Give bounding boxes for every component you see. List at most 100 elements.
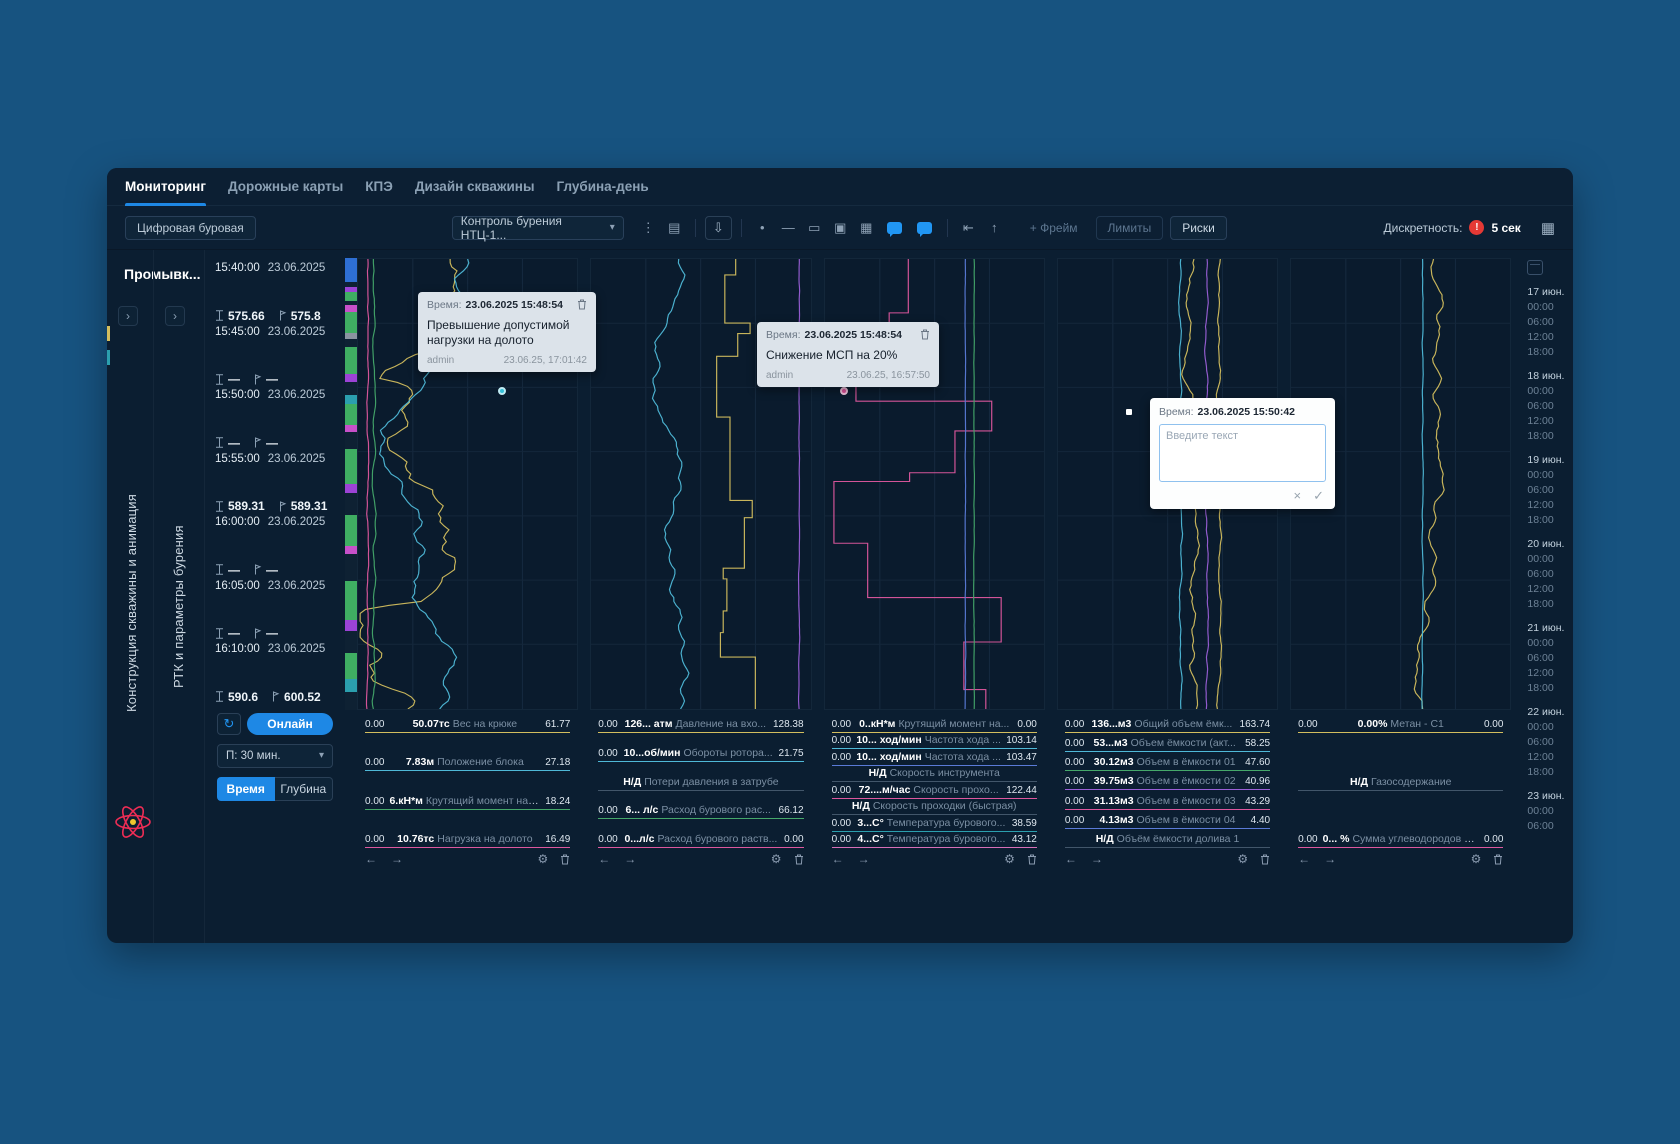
legend-row[interactable]: 0.00 10...об/мин Обороты ротора... 21.75	[598, 747, 804, 762]
scroll-right-icon[interactable]: →	[1090, 852, 1103, 866]
legend-row[interactable]: 0.00 0..кН*м Крутящий момент на... 0.00	[831, 718, 1037, 733]
add-frame-button[interactable]: + Фрейм	[1029, 220, 1078, 235]
save-icon[interactable]: ▤	[668, 219, 681, 235]
annotation-marker-pink[interactable]	[840, 387, 848, 395]
cancel-icon[interactable]: ×	[1293, 488, 1302, 503]
legend-row[interactable]: 0.00 0.00% Метан - С1 0.00	[1298, 718, 1504, 733]
comment-add-icon[interactable]	[916, 221, 932, 237]
point-tool-icon[interactable]: •	[760, 220, 765, 235]
chart-track-5[interactable]: 0.00 0.00% Метан - С1 0.00 Н/Д Газосодержание…	[1290, 258, 1512, 943]
chart-track-4[interactable]: 0.00 136...м3 Общий объем ёмк... 163.74 0.00…	[1056, 258, 1279, 943]
expand-construction-panel-button[interactable]: ›	[118, 306, 138, 326]
confirm-icon[interactable]: ✓	[1313, 488, 1324, 503]
track-delete-icon[interactable]	[794, 854, 804, 865]
delete-annotation-icon[interactable]	[577, 299, 587, 313]
calendar-icon[interactable]	[1527, 260, 1544, 275]
legend-row[interactable]: 0.00 10... ход/мин Частота хода ... 103.14	[831, 734, 1037, 750]
legend-row[interactable]: 0.00 4...С° Температура бурового... 43.12	[831, 833, 1037, 848]
scroll-left-icon[interactable]: ←	[1298, 852, 1311, 866]
line-tool-icon[interactable]: ―	[781, 220, 795, 235]
strip-segment	[345, 403, 357, 426]
legend-row[interactable]: 0.00 6.кН*м Крутящий момент на р... 18.24	[365, 795, 571, 810]
legend-row[interactable]: 0.00 4.13м3 Объем в ёмкости 04 4.40	[1064, 814, 1271, 829]
scroll-right-icon[interactable]: →	[624, 852, 637, 866]
arrow-up-icon[interactable]: ↑	[991, 220, 998, 235]
track-delete-icon[interactable]	[560, 854, 570, 865]
legend-row[interactable]: 0.00 3...С° Температура бурового... 38.59	[831, 816, 1037, 832]
annotation-text-input[interactable]	[1159, 424, 1326, 482]
legend-row[interactable]: Н/Д Объём ёмкости долива 1	[1064, 833, 1271, 848]
expand-rtk-panel-button[interactable]: ›	[165, 306, 185, 326]
legend-row[interactable]: 0.00 53...м3 Объем ёмкости (акт... 58.25	[1064, 737, 1271, 753]
row-date: 23.06.2025	[267, 516, 326, 528]
mode-time-button[interactable]: Время	[217, 776, 275, 801]
param-label: Общий объем ёмк...	[1134, 718, 1233, 730]
nav-tab-3[interactable]: КПЭ	[365, 179, 393, 194]
legend-row[interactable]: 0.00 10... ход/мин Частота хода ... 103.47	[831, 750, 1037, 766]
nav-tab-1[interactable]: Мониторинг	[125, 168, 206, 206]
legend-row[interactable]: Н/Д Скорость инструмента	[831, 767, 1037, 783]
nav-tab-5[interactable]: Глубина-день	[556, 179, 649, 194]
track-settings-icon[interactable]: ⚙	[1004, 852, 1015, 866]
legend-row[interactable]: 0.00 72....м/час Скорость прохо... 122.44	[831, 784, 1037, 799]
refresh-icon[interactable]: ↻	[217, 712, 241, 735]
period-select[interactable]: П: 30 мин. ▾	[217, 743, 333, 768]
rect-tool-icon[interactable]: ▭	[808, 219, 821, 235]
legend-row[interactable]: 0.00 7.83м Положение блока 27.18	[365, 756, 571, 772]
track-delete-icon[interactable]	[1260, 854, 1270, 865]
param-label: Температура бурового...	[886, 816, 1006, 829]
track-settings-icon[interactable]: ⚙	[537, 852, 549, 866]
param-value: 126... атм	[624, 718, 673, 730]
legend-row[interactable]: 0.00 126... атм Давление на вхо... 128.38	[598, 718, 804, 733]
risks-button[interactable]: Риски	[1170, 215, 1227, 240]
nav-tab-2[interactable]: Дорожные карты	[227, 179, 344, 194]
nav-tab-4[interactable]: Дизайн скважины	[414, 179, 535, 194]
legend-row[interactable]: 0.00 0...л/с Расход бурового раств... 0.00	[598, 833, 804, 848]
comment-tool-icon[interactable]	[886, 221, 902, 237]
online-button[interactable]: Онлайн	[247, 712, 333, 735]
scroll-left-icon[interactable]: ←	[598, 852, 611, 866]
align-left-icon[interactable]: ⇤	[962, 219, 974, 235]
legend-row[interactable]: Н/Д Потери давления в затрубе	[598, 776, 804, 791]
chart-track-3[interactable]: 0.00 0..кН*м Крутящий момент на... 0.00 0.00…	[823, 258, 1045, 943]
legend-row[interactable]: 0.00 6... л/с Расход бурового рас... 66.12	[598, 804, 804, 820]
scroll-right-icon[interactable]: →	[1324, 852, 1337, 866]
scroll-right-icon[interactable]: →	[391, 852, 403, 866]
layout-grid-icon[interactable]: ▦	[1540, 219, 1555, 237]
legend-row[interactable]: 0.00 0... % Сумма углеводородов С... 0.00	[1298, 833, 1504, 848]
table-tool-icon[interactable]: ▦	[860, 219, 873, 235]
chevron-down-icon: ▾	[609, 222, 615, 233]
scroll-left-icon[interactable]: ←	[1064, 852, 1077, 866]
track-delete-icon[interactable]	[1027, 854, 1037, 865]
rail-label-rtk[interactable]: РТК и параметры бурения	[171, 525, 186, 688]
legend-row[interactable]: 0.00 50.07тс Вес на крюке 61.77	[365, 718, 571, 733]
legend-row[interactable]: 0.00 30.12м3 Объем в ёмкости 01 47.60	[1064, 756, 1271, 772]
param-max: 4.40	[1250, 814, 1271, 826]
rig-button[interactable]: Цифровая буровая	[125, 215, 256, 240]
rail-label-construction[interactable]: Конструкция скважины и анимация	[124, 494, 139, 712]
kebab-menu-icon[interactable]: ⋮	[641, 219, 655, 235]
alert-icon[interactable]: !	[1469, 220, 1485, 235]
legend-row[interactable]: Н/Д Скорость проходки (быстрая)	[831, 800, 1037, 816]
view-select[interactable]: Контроль бурения НТЦ-1... ▾	[451, 214, 624, 242]
track-settings-icon[interactable]: ⚙	[1237, 852, 1249, 866]
annotation-marker-cyan[interactable]	[498, 387, 506, 395]
track-settings-icon[interactable]: ⚙	[1470, 852, 1482, 866]
legend-row[interactable]: 0.00 31.13м3 Объем в ёмкости 03 43.29	[1064, 795, 1271, 810]
scroll-left-icon[interactable]: ←	[365, 852, 377, 866]
annotation-marker-new[interactable]	[1126, 409, 1132, 415]
track-settings-icon[interactable]: ⚙	[770, 852, 782, 866]
track-delete-icon[interactable]	[1493, 854, 1503, 865]
frame-tool-icon[interactable]: ▣	[834, 219, 847, 235]
legend-row[interactable]: 0.00 136...м3 Общий объем ёмк... 163.74	[1064, 718, 1271, 733]
legend-row[interactable]: 0.00 39.75м3 Объем в ёмкости 02 40.96	[1064, 775, 1271, 791]
download-icon[interactable]: ⇩	[704, 215, 732, 240]
mode-depth-button[interactable]: Глубина	[274, 776, 333, 801]
limits-button[interactable]: Лимиты	[1095, 215, 1164, 240]
legend-row[interactable]: Н/Д Газосодержание	[1298, 776, 1504, 791]
delete-annotation-icon[interactable]	[920, 329, 930, 343]
param-value: 10... ход/мин	[856, 750, 922, 763]
scroll-right-icon[interactable]: →	[857, 852, 870, 866]
scroll-left-icon[interactable]: ←	[831, 852, 844, 866]
legend-row[interactable]: 0.00 10.76тс Нагрузка на долото 16.49	[365, 833, 571, 848]
